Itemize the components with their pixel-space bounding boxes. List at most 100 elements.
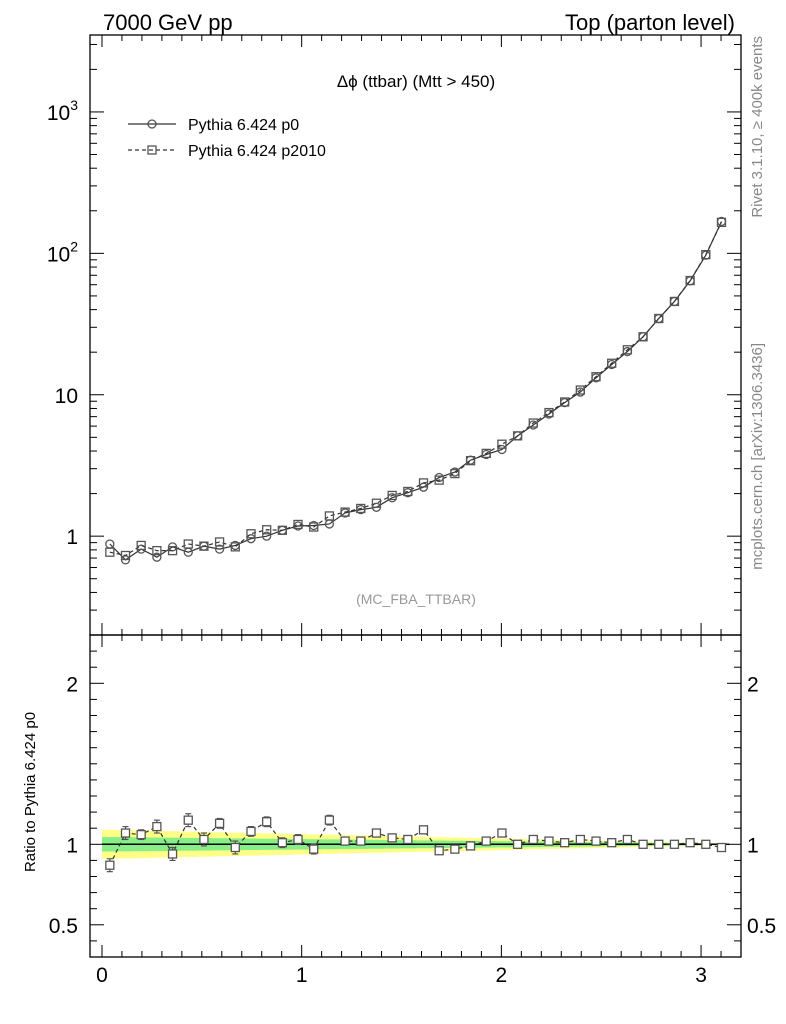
ratio-y-tick-label: 0.5	[49, 915, 78, 938]
data-point-p2010	[183, 539, 193, 549]
data-point-p2010	[528, 418, 538, 428]
ratio-data-point	[575, 834, 585, 845]
ratio-data-point	[622, 834, 633, 845]
analysis-tag: (MC_FBA_TTBAR)	[356, 591, 476, 607]
ratio-data-point	[199, 834, 209, 845]
y-tick-label: 1	[66, 526, 78, 549]
data-point-p2010	[575, 385, 585, 395]
ratio-data-point	[136, 829, 146, 840]
ratio-data-point	[293, 834, 303, 845]
series-line-0	[109, 221, 723, 561]
data-point-p2010	[167, 545, 178, 556]
data-point-p2010	[387, 490, 397, 501]
ratio-data-point	[120, 828, 131, 838]
ratio-data-point	[591, 836, 601, 846]
ratio-data-point	[544, 836, 554, 846]
ratio-data-point	[403, 834, 413, 845]
y-tick-label: 10	[55, 385, 78, 408]
ratio-data-point	[246, 826, 256, 837]
data-point-p0	[152, 552, 162, 562]
data-point-p2010	[669, 296, 680, 307]
main-panel-content	[105, 216, 727, 565]
x-tick-label: 1	[296, 964, 308, 987]
data-point-p2010	[497, 439, 507, 449]
chart-title: Δϕ (ttbar) (Mtt > 450)	[337, 72, 495, 91]
ratio-y-tick-label-right: 2	[747, 673, 759, 696]
data-point-p2010	[685, 275, 695, 286]
data-point-p2010	[654, 313, 664, 324]
legend-circle-marker	[147, 119, 157, 129]
side-label-mcplots: mcplots.cern.ch [arXiv:1306.3436]	[749, 343, 766, 570]
ratio-data-point	[434, 846, 444, 856]
ratio-data-point	[167, 849, 178, 859]
ratio-data-point	[465, 841, 476, 851]
data-point-p2010	[622, 345, 633, 355]
legend-square-marker	[147, 145, 157, 155]
ratio-frame	[89, 634, 742, 958]
ratio-y-tick-label-right: 0.5	[747, 915, 776, 938]
y-tick-label: 103	[47, 97, 78, 125]
ratio-data-point	[654, 839, 664, 849]
data-point-p2010	[701, 249, 711, 260]
ratio-y-tick-label: 2	[66, 673, 78, 696]
ratio-data-point	[230, 842, 240, 853]
data-point-p2010	[591, 372, 601, 382]
main-axes: 1 10 102 103	[47, 35, 742, 636]
data-point-p2010	[324, 511, 335, 521]
ratio-data-point	[528, 834, 538, 845]
data-point-p2010	[356, 503, 366, 514]
series-line-1	[109, 222, 723, 557]
data-point-p2010	[371, 498, 382, 508]
data-point-p2010	[105, 547, 115, 557]
side-label-rivet: Rivet 3.1.10, ≥ 400k events	[749, 36, 766, 218]
data-point-p2010	[136, 540, 146, 551]
data-point-p2010	[560, 397, 570, 407]
ratio-data-point	[450, 844, 460, 854]
data-point-p2010	[340, 507, 350, 517]
ratio-data-point	[152, 821, 162, 832]
ratio-panel-content	[101, 813, 730, 873]
data-point-p2010	[716, 217, 727, 228]
x-tick-label: 0	[96, 964, 108, 987]
data-point-p2010	[638, 332, 648, 342]
ratio-data-point	[277, 838, 287, 848]
ratio-panel: 0 1 2 3 0.5 0.5 1 1 2 2 Ratio to Pythia 6.424 p0	[22, 634, 776, 987]
data-point-p2010	[465, 455, 476, 466]
ratio-data-point	[669, 839, 680, 849]
data-point-p2010	[230, 542, 240, 552]
ratio-data-point	[560, 838, 570, 848]
data-point-p2010	[293, 519, 303, 530]
ratio-axes: 0 1 2 3 0.5 0.5 1 1 2 2	[49, 634, 776, 987]
legend-entry-p2010: Pythia 6.424 p2010	[128, 143, 326, 160]
ratio-ylabel: Ratio to Pythia 6.424 p0	[22, 712, 39, 872]
data-point-p2010	[309, 522, 319, 532]
data-point-p2010	[544, 407, 554, 418]
x-tick-label: 2	[496, 964, 508, 987]
main-panel: 1 10 102 103 Δϕ (ttbar) (Mtt > 450) (MC_FBA…	[47, 34, 742, 636]
ratio-data-point	[418, 825, 429, 835]
x-tick-label: 3	[695, 964, 707, 987]
ratio-data-point	[324, 815, 335, 825]
data-point-p2010	[418, 478, 429, 488]
ratio-data-point	[309, 844, 319, 854]
legend-label-p0: Pythia 6.424 p0	[188, 117, 299, 134]
ratio-data-point	[512, 839, 523, 849]
data-point-p2010	[152, 545, 162, 556]
data-point-p2010	[214, 537, 225, 547]
header-left: 7000 GeV pp	[103, 10, 233, 35]
ratio-y-tick-label-right: 1	[747, 834, 759, 857]
ratio-data-point	[340, 836, 350, 846]
ratio-data-point	[214, 818, 225, 829]
data-point-p2010	[277, 525, 287, 535]
legend-label-p2010: Pythia 6.424 p2010	[188, 143, 326, 160]
ratio-data-point	[105, 860, 115, 870]
data-point-p0	[246, 534, 256, 544]
data-point-p2010	[262, 525, 272, 535]
data-point-p0	[214, 544, 225, 554]
ratio-data-point	[638, 839, 648, 849]
y-tick-label: 102	[47, 238, 78, 266]
ratio-data-point	[607, 838, 617, 848]
data-point-p2010	[512, 431, 523, 441]
data-point-p2010	[246, 529, 256, 539]
